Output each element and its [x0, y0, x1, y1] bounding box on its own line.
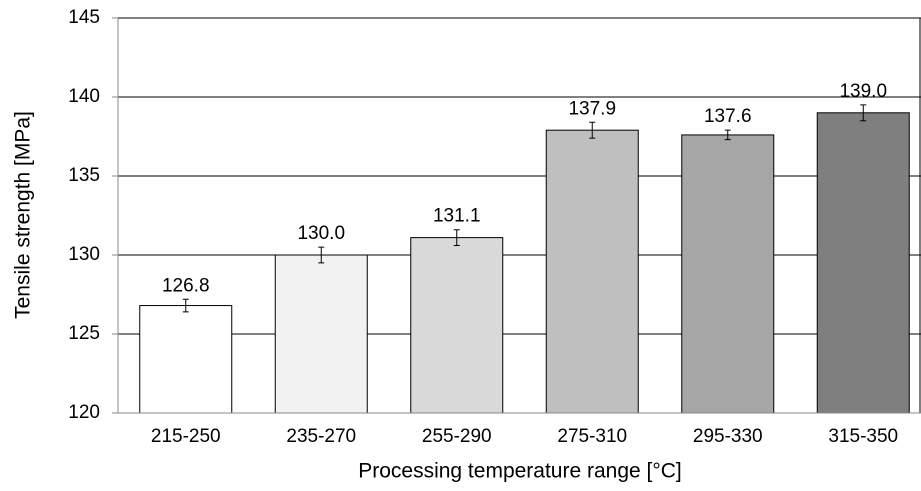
value-label: 130.0	[297, 223, 345, 244]
x-axis-title: Processing temperature range [°C]	[358, 460, 682, 483]
bar	[410, 237, 504, 414]
bar	[274, 254, 368, 414]
y-tick-label: 145	[68, 7, 100, 28]
x-tick-label: 255-290	[422, 426, 492, 447]
error-bar	[589, 121, 596, 139]
x-tick-label: 235-270	[286, 426, 356, 447]
error-bar	[724, 129, 731, 141]
bar	[139, 305, 233, 414]
bar	[681, 134, 775, 414]
y-tick-label: 130	[68, 244, 100, 265]
error-bar	[318, 246, 325, 264]
y-tick-label: 125	[68, 323, 100, 344]
y-axis-title: Tensile strength [MPa]	[12, 111, 35, 319]
value-label: 137.6	[704, 106, 752, 127]
x-tick-label: 315-350	[828, 426, 898, 447]
x-tick-label: 295-330	[693, 426, 763, 447]
error-bar	[453, 229, 460, 247]
x-tick-label: 275-310	[557, 426, 627, 447]
bar	[816, 112, 910, 414]
value-label: 126.8	[162, 275, 210, 296]
bar	[545, 129, 639, 414]
value-label: 137.9	[568, 98, 616, 119]
value-label: 131.1	[433, 206, 481, 227]
y-tick-label: 135	[68, 165, 100, 186]
error-bar	[182, 298, 189, 313]
value-label: 139.0	[839, 81, 887, 102]
y-tick-label: 140	[68, 86, 100, 107]
x-tick-label: 215-250	[151, 426, 221, 447]
error-bar	[860, 104, 867, 122]
y-tick-label: 120	[68, 402, 100, 423]
